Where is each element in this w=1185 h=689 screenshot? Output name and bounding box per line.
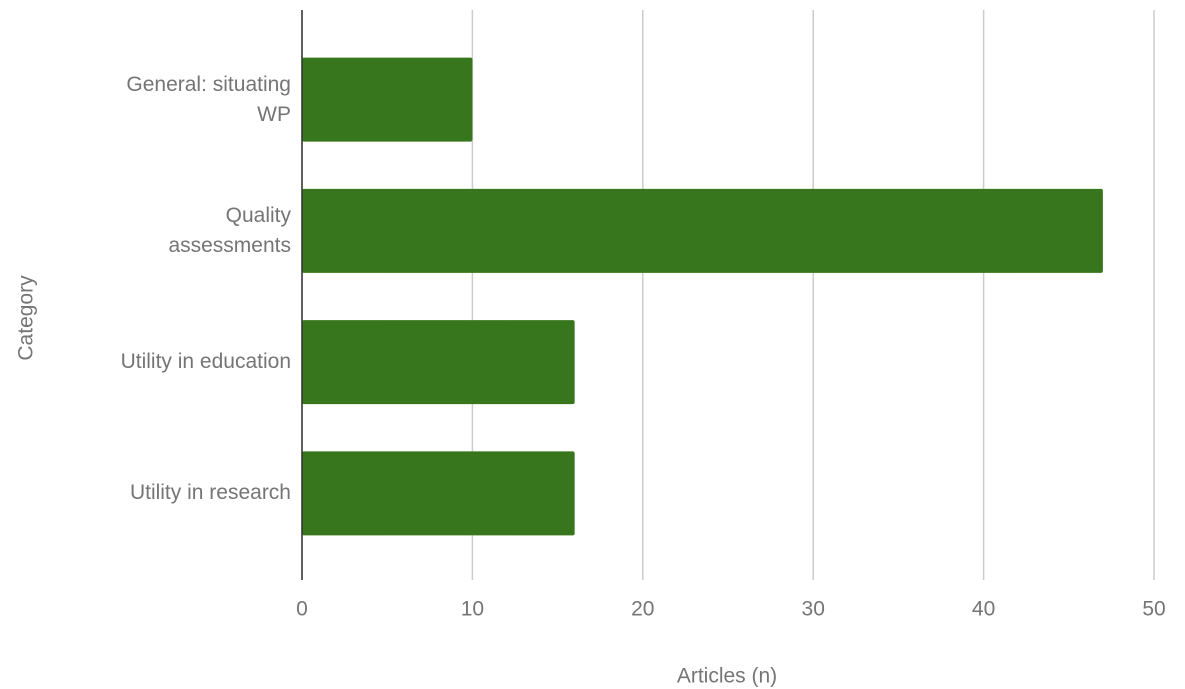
x-tick-label: 40: [972, 598, 995, 621]
y-tick-label: Utility in education: [120, 350, 291, 374]
x-tick-label: 10: [461, 598, 484, 621]
x-tick-label: 20: [631, 598, 654, 621]
x-tick-label: 30: [802, 598, 825, 621]
bar: [302, 57, 473, 142]
y-tick-label: Utility in research: [129, 481, 291, 505]
x-axis-title: Articles (n): [677, 665, 777, 688]
x-tick-label: 50: [1142, 598, 1165, 621]
y-tick-label: Quality assessments: [168, 203, 291, 257]
y-tick-label: General: situating WP: [126, 72, 291, 126]
bar: [302, 320, 575, 405]
y-axis-title: Category: [15, 275, 38, 361]
bar: [302, 451, 575, 536]
x-tick-label: 0: [296, 598, 308, 621]
bar: [302, 188, 1103, 273]
